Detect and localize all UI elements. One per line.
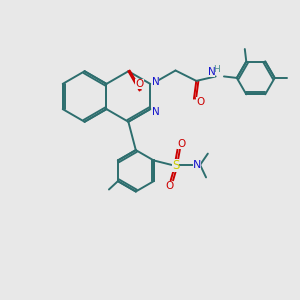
Text: S: S [172, 159, 179, 172]
Text: N: N [152, 77, 160, 87]
Text: O: O [177, 139, 185, 149]
Text: O: O [196, 97, 205, 107]
Text: N: N [208, 67, 215, 77]
Text: O: O [135, 79, 144, 89]
Text: N: N [152, 106, 160, 116]
Text: O: O [165, 181, 173, 191]
Text: N: N [193, 160, 201, 170]
Text: H: H [213, 65, 220, 74]
